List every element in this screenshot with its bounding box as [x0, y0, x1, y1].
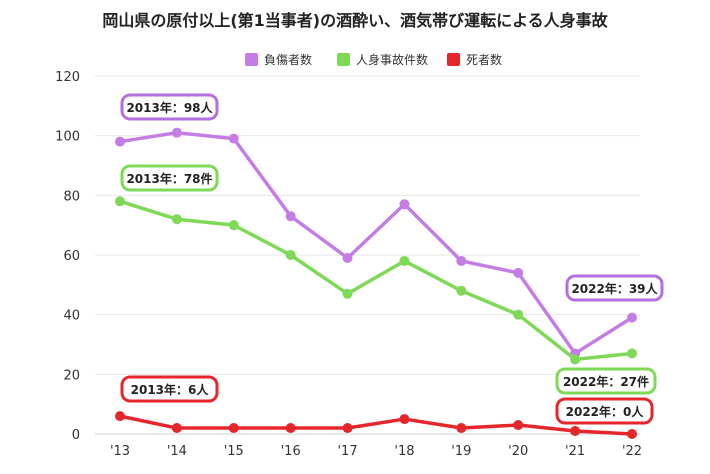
annotation-text: 2022年：27件 — [563, 374, 649, 389]
x-tick-label: '21 — [565, 444, 585, 459]
data-point — [456, 285, 467, 296]
annotation-callout: 2013年：6人 — [120, 375, 219, 403]
series-line — [118, 130, 634, 356]
series — [115, 411, 637, 439]
legend-label: 負傷者数 — [264, 52, 312, 67]
data-point — [228, 423, 239, 434]
annotation-box — [120, 93, 219, 121]
legend-item: 死者数 — [447, 52, 502, 67]
series-lines — [115, 127, 637, 439]
data-point — [228, 220, 239, 231]
data-point — [399, 255, 410, 266]
x-tick-label: '15 — [224, 444, 244, 459]
data-point — [285, 211, 296, 222]
data-point — [456, 255, 467, 266]
x-tick-label: '14 — [167, 444, 187, 459]
data-point — [570, 426, 581, 437]
annotation-text: 2013年：78件 — [126, 171, 212, 186]
data-point — [115, 196, 125, 207]
data-point — [399, 199, 410, 210]
legend-item: 負傷者数 — [245, 52, 312, 67]
annotation-box — [555, 397, 654, 425]
annotations: 2013年：98人 2013年：78件 2013年：6人 2022年：39人 2022年… — [120, 93, 664, 425]
series — [115, 196, 637, 365]
annotation-callout: 2013年：98人 — [120, 93, 219, 121]
data-point — [627, 312, 637, 323]
y-tick-label: 60 — [63, 249, 80, 264]
annotation-text: 2013年：6人 — [131, 382, 210, 397]
legend-label: 人身事故件数 — [356, 52, 428, 67]
data-point — [513, 309, 524, 320]
x-tick-label: '16 — [281, 444, 301, 459]
annotation-box — [565, 274, 664, 302]
series-line — [118, 199, 634, 362]
data-point — [627, 429, 637, 439]
series — [115, 127, 637, 359]
annotation-text: 2013年：98人 — [126, 100, 213, 115]
legend: 負傷者数 人身事故件数 死者数 — [245, 52, 502, 67]
axes: 0 20 40 60 80 100 120 '13 '14 '15 '16 '17 '18 '19 '20 '… — [55, 70, 642, 459]
x-tick-label: '19 — [451, 444, 471, 459]
annotation-text: 2022年：39人 — [571, 281, 658, 296]
legend-swatch — [337, 53, 350, 66]
data-point — [342, 423, 353, 434]
data-point — [513, 420, 524, 431]
annotation-callout: 2013年：78件 — [120, 164, 219, 192]
annotation-box — [555, 367, 657, 395]
x-tick-label: '20 — [508, 444, 528, 459]
annotation-callout: 2022年：0人 — [555, 397, 654, 425]
data-point — [171, 214, 182, 225]
y-tick-label: 120 — [55, 70, 80, 85]
grid — [95, 75, 640, 435]
data-point — [570, 354, 581, 365]
data-point — [285, 250, 296, 260]
chart-title: 岡山県の原付以上(第1当事者)の酒酔い、酒気帯び運転による人身事故 — [102, 11, 608, 30]
y-tick-label: 20 — [63, 368, 80, 383]
data-point — [171, 423, 182, 434]
annotation-box — [120, 164, 219, 192]
data-point — [399, 414, 410, 425]
data-point — [228, 133, 239, 144]
y-tick-label: 80 — [63, 189, 80, 204]
data-point — [171, 127, 182, 138]
annotation-callout: 2022年：27件 — [555, 367, 657, 395]
x-tick-label: '18 — [394, 444, 414, 459]
x-tick-label: '22 — [622, 444, 642, 459]
data-point — [456, 423, 467, 434]
data-point — [513, 267, 524, 278]
y-tick-label: 100 — [55, 130, 80, 145]
data-point — [627, 348, 637, 359]
data-point — [342, 252, 353, 263]
annotation-callout: 2022年：39人 — [565, 274, 664, 302]
legend-swatch — [447, 53, 460, 66]
data-point — [342, 288, 353, 299]
y-tick-label: 0 — [72, 428, 80, 443]
legend-item: 人身事故件数 — [337, 52, 428, 67]
x-tick-label: '13 — [110, 444, 130, 459]
legend-label: 死者数 — [466, 52, 502, 67]
legend-swatch — [245, 53, 258, 66]
data-point — [115, 136, 125, 147]
annotation-text: 2022年：0人 — [566, 404, 645, 419]
data-point — [115, 411, 125, 422]
annotation-box — [120, 375, 219, 403]
data-point — [285, 423, 296, 434]
y-tick-label: 40 — [63, 309, 80, 324]
series-line — [118, 414, 634, 436]
x-tick-label: '17 — [337, 444, 357, 459]
